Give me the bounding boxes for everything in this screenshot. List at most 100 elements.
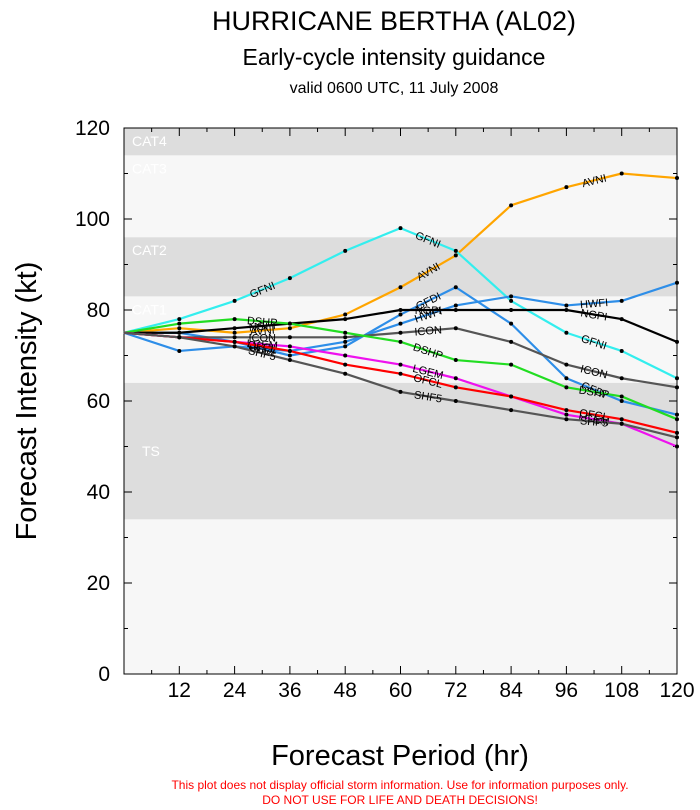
x-tick-label: 36 <box>278 679 301 702</box>
series-point-dshp <box>232 317 237 322</box>
series-label-avni: AVNI <box>249 324 275 338</box>
series-point-hwfi <box>564 303 569 308</box>
series-point-hwfi <box>343 339 348 344</box>
series-point-ngpi <box>564 308 569 312</box>
band-cat3 <box>124 155 677 238</box>
series-point-icon <box>619 376 624 381</box>
y-tick-label: 80 <box>87 299 110 322</box>
series-point-ngpi <box>509 308 514 312</box>
axis-ticks: 12 24 36 48 60 72 84 96 108 120 0 20 40 60 80 100 120 <box>75 117 695 702</box>
series-point-shf5 <box>343 371 348 376</box>
series-point-avni <box>675 176 679 181</box>
band-ts <box>124 382 677 520</box>
series-point-hwfi <box>398 321 403 326</box>
series-point-gfni <box>453 248 458 253</box>
series-label-avni: AVNI <box>581 172 608 190</box>
y-tick-label: 100 <box>75 208 110 231</box>
series-point-shf5 <box>564 417 569 422</box>
x-tick-label: 60 <box>389 679 412 702</box>
series-point-lgem <box>675 444 679 449</box>
series-point-dshp <box>564 385 569 390</box>
x-tick-label: 72 <box>444 679 467 702</box>
x-tick-label: 96 <box>555 679 578 702</box>
series-point-hwfi <box>675 280 679 285</box>
series-point-gfni <box>177 317 182 322</box>
series-point-ofcl <box>287 348 292 353</box>
series-point-icon <box>675 385 679 390</box>
series-point-lgem <box>564 412 569 417</box>
series-label-shf5: SHF5 <box>413 389 443 405</box>
series-point-avni <box>398 285 403 290</box>
series-point-shf5 <box>675 435 679 440</box>
series-point-icon <box>232 335 237 340</box>
series-point-shf5 <box>177 335 182 340</box>
series-point-gfdi <box>675 412 679 417</box>
series-point-gfni <box>343 248 348 253</box>
series-label-icon: ICON <box>414 324 442 338</box>
band-label-cat2: CAT2 <box>132 242 167 258</box>
series-point-hwfi <box>509 294 514 299</box>
series-point-shf5 <box>287 358 292 363</box>
series-point-gfdi <box>509 321 514 326</box>
series-label-icon: ICON <box>249 332 277 344</box>
disclaimer-line-1: This plot does not display official stor… <box>171 778 628 792</box>
series-point-shf5 <box>509 408 514 413</box>
series-label-shf5: SHF5 <box>579 415 608 429</box>
series-point-gfdi <box>343 344 348 349</box>
series-point-dshp <box>619 394 624 399</box>
series-label-ngpi: NGPI <box>248 320 276 334</box>
series-point-ofcl <box>232 339 237 344</box>
x-tick-label: 120 <box>659 679 694 702</box>
series-point-ngpi <box>232 326 237 331</box>
series-point-icon <box>564 362 569 367</box>
series-point-dshp <box>398 339 403 344</box>
band-label-cat3: CAT3 <box>132 160 167 176</box>
series-point-shf5 <box>232 344 237 349</box>
series-point-hwfi <box>619 298 624 303</box>
series-point-ofcl <box>675 430 679 435</box>
x-tick-label: 24 <box>223 679 247 702</box>
series-point-gfni <box>675 376 679 381</box>
series-point-avni <box>232 330 237 335</box>
chart-title: HURRICANE BERTHA (AL02) <box>212 6 576 36</box>
band-label-cat1: CAT1 <box>132 301 167 317</box>
series-point-dshp <box>675 417 679 422</box>
series-point-ofcl <box>564 408 569 413</box>
series-point-lgem <box>343 353 348 358</box>
x-axis-label: Forecast Period (hr) <box>271 740 529 772</box>
series-point-ofcl <box>509 394 514 399</box>
series-point-ngpi <box>453 308 458 312</box>
series-label-hwfi: HWFI <box>580 297 609 311</box>
series-point-ofcl <box>343 362 348 367</box>
band-label-cat4: CAT4 <box>132 133 167 149</box>
y-axis-label: Forecast Intensity (kt) <box>11 262 43 541</box>
series-group: AVNIAVNIAVNIGFNIGFNIGFNIHWFIHWFIHWFIGFDI… <box>123 171 679 449</box>
series-point-shf5 <box>453 399 458 403</box>
series-point-gfdi <box>287 353 292 358</box>
series-point-ngpi <box>398 308 403 312</box>
series-point-icon <box>287 335 292 340</box>
series-point-avni <box>453 253 458 258</box>
series-point-dshp <box>343 330 348 335</box>
series-point-avni <box>343 312 348 317</box>
disclaimer-line-2: DO NOT USE FOR LIFE AND DEATH DECISIONS! <box>262 793 538 807</box>
series-point-ngpi <box>619 317 624 322</box>
valid-time: valid 0600 UTC, 11 July 2008 <box>290 80 499 97</box>
series-point-gfdi <box>453 285 458 290</box>
series-point-dshp <box>177 321 182 326</box>
series-label-ngpi: NGPI <box>580 307 608 323</box>
y-tick-label: 120 <box>75 117 110 140</box>
series-point-gfni <box>287 276 292 281</box>
series-point-shf5 <box>398 389 403 394</box>
series-point-ofcl <box>619 417 624 422</box>
series-point-lgem <box>398 362 403 367</box>
series-point-gfni <box>564 330 569 335</box>
x-tick-label: 48 <box>334 679 357 702</box>
y-tick-label: 60 <box>87 390 110 413</box>
series-label-dshp: DSHP <box>246 315 277 329</box>
y-tick-label: 40 <box>87 481 110 504</box>
series-point-avni <box>287 326 292 331</box>
series-point-icon <box>509 339 514 344</box>
series-point-gfdi <box>564 376 569 381</box>
